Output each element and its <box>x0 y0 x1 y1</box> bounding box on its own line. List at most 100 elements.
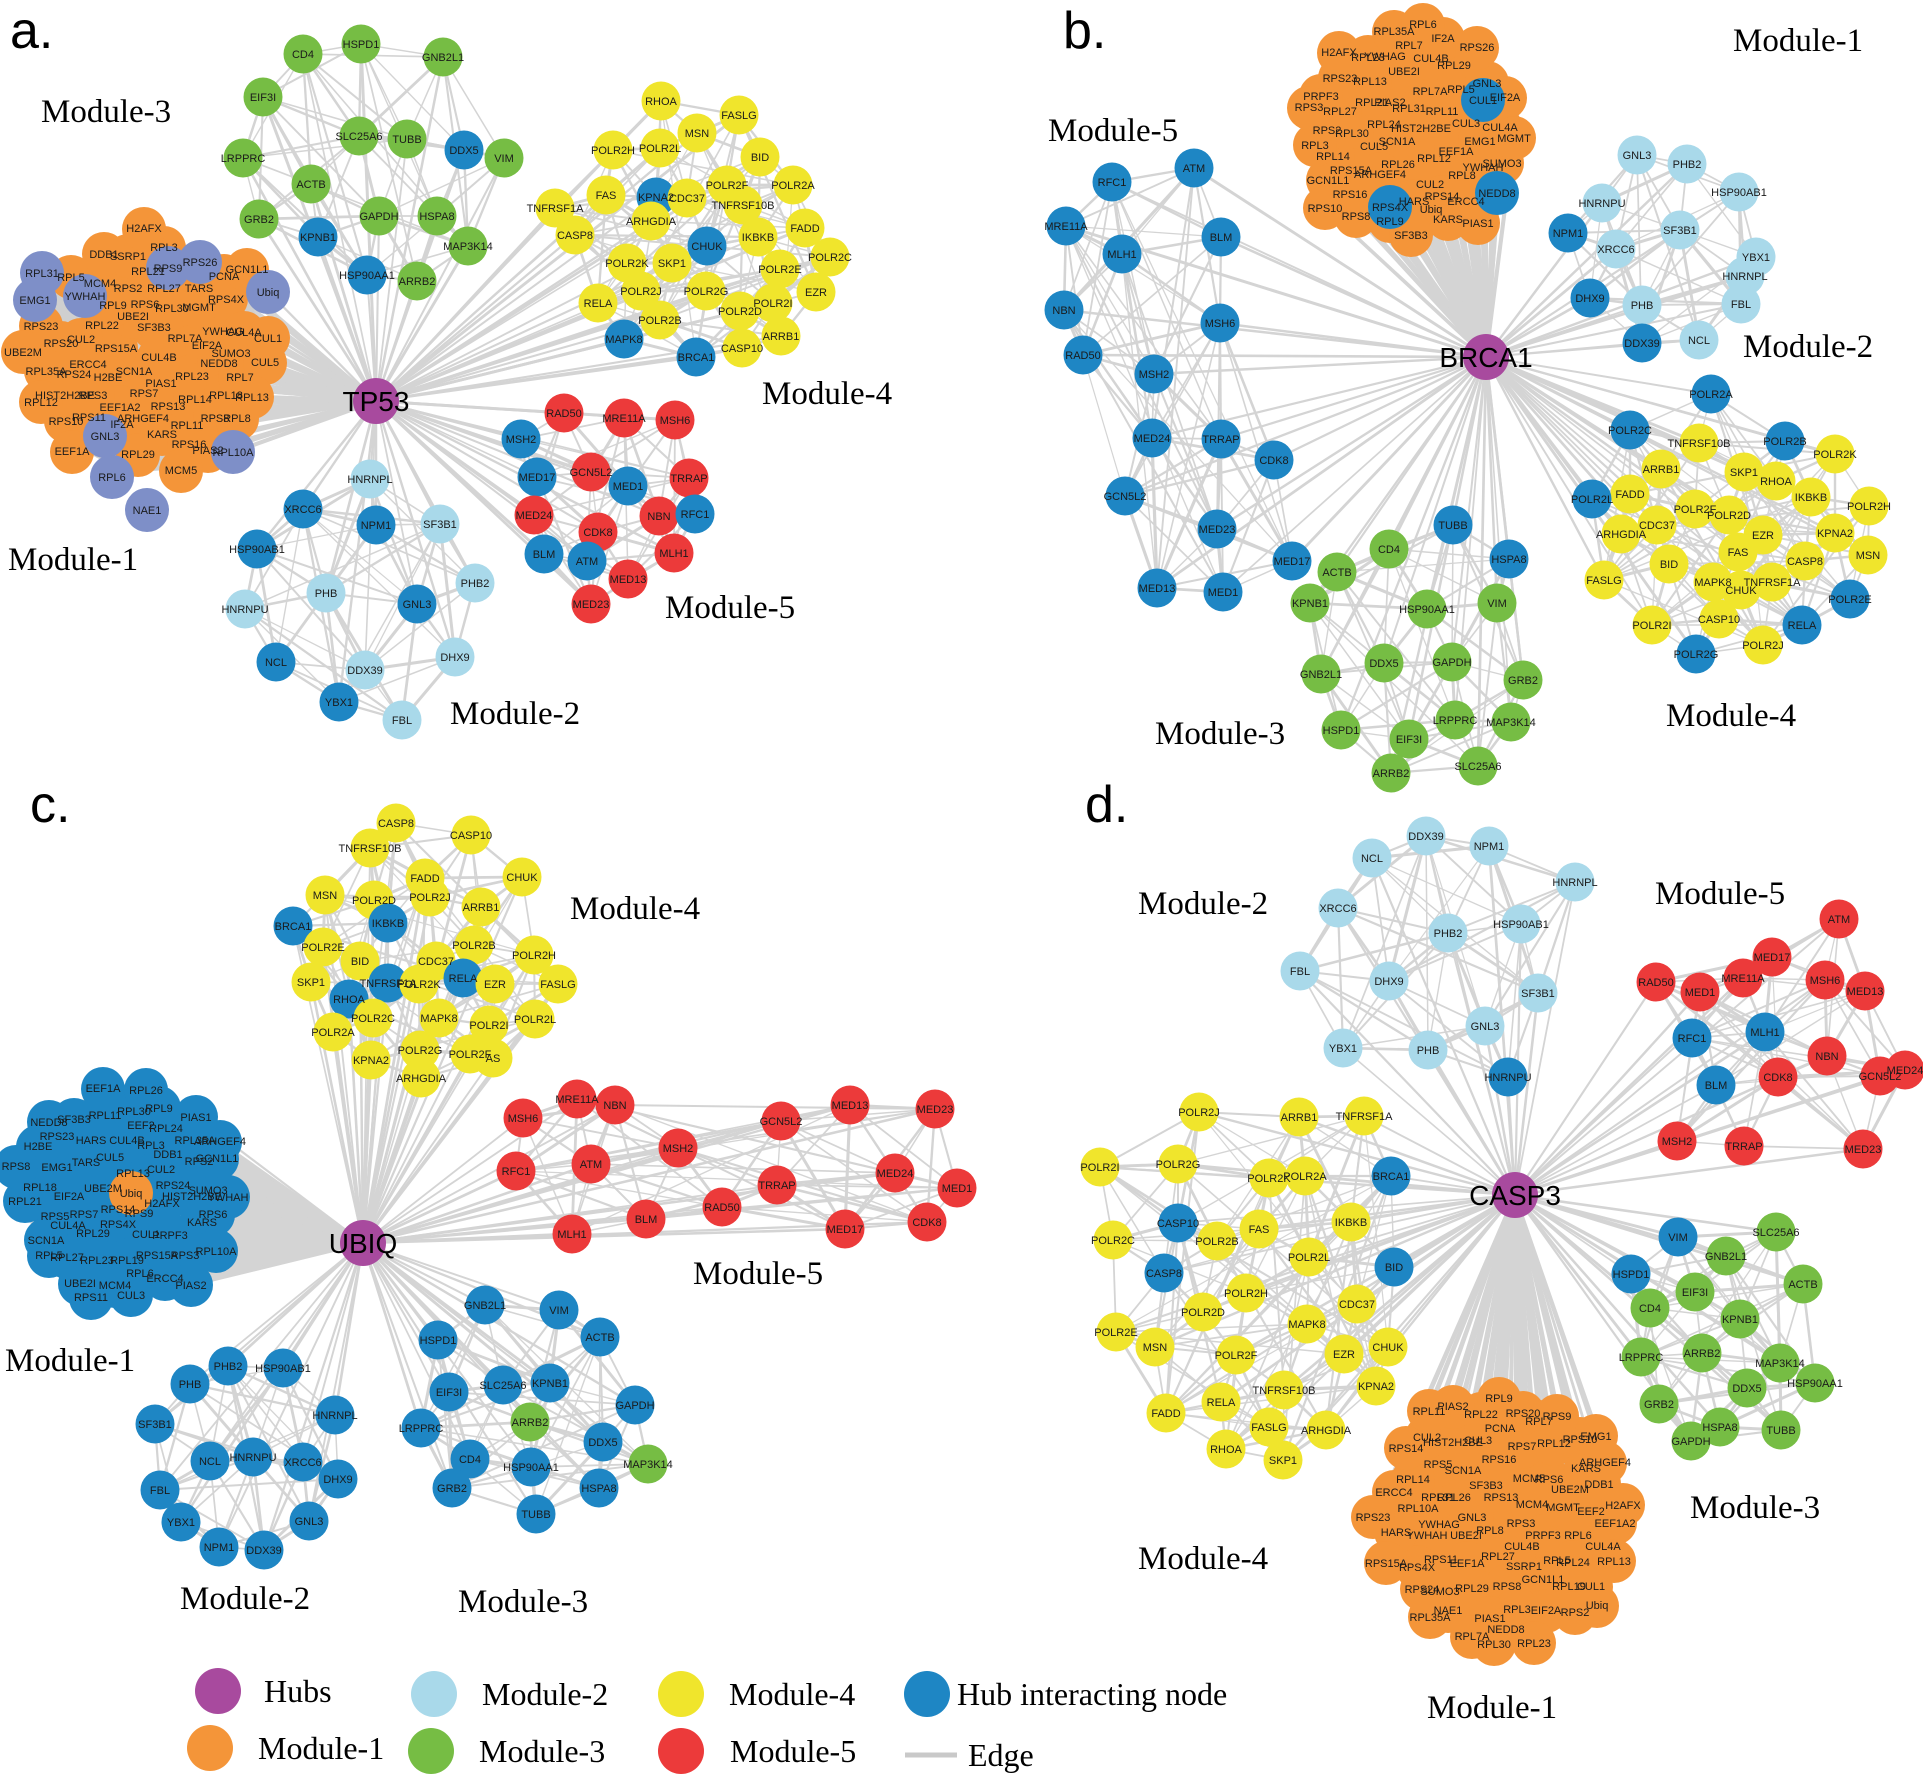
svg-text:RFC1: RFC1 <box>1678 1033 1707 1045</box>
svg-text:RPL35A: RPL35A <box>26 366 68 378</box>
svg-text:Module-4: Module-4 <box>570 891 700 927</box>
svg-text:RPS5: RPS5 <box>1424 1459 1453 1471</box>
svg-text:HARS: HARS <box>1381 1527 1412 1539</box>
svg-text:NEDD8: NEDD8 <box>1487 1624 1524 1636</box>
svg-text:GNB2L1: GNB2L1 <box>1705 1251 1747 1263</box>
svg-text:SUMO3: SUMO3 <box>1482 158 1521 170</box>
svg-text:RPS10: RPS10 <box>49 416 84 428</box>
svg-text:RAD50: RAD50 <box>1638 977 1673 989</box>
svg-text:RPL31: RPL31 <box>25 268 59 280</box>
svg-text:POLR2L: POLR2L <box>639 143 681 155</box>
svg-text:Module-4: Module-4 <box>729 1676 855 1712</box>
svg-text:Edge: Edge <box>968 1737 1034 1773</box>
svg-text:Module-5: Module-5 <box>1048 113 1178 149</box>
svg-text:Module-4: Module-4 <box>1666 698 1796 734</box>
svg-text:BLM: BLM <box>1705 1080 1728 1092</box>
svg-text:MLH1: MLH1 <box>557 1229 586 1241</box>
svg-text:RPL19: RPL19 <box>1552 1581 1586 1593</box>
svg-text:RPL14: RPL14 <box>1316 151 1350 163</box>
svg-text:POLR2B: POLR2B <box>638 315 681 327</box>
svg-text:RPL7: RPL7 <box>226 372 254 384</box>
svg-text:HSP90AA1: HSP90AA1 <box>339 270 395 282</box>
svg-text:FAS: FAS <box>596 190 617 202</box>
svg-text:PHB: PHB <box>179 1379 202 1391</box>
svg-text:TP53: TP53 <box>343 386 410 417</box>
svg-text:TNFRSF10B: TNFRSF10B <box>339 843 402 855</box>
svg-text:MGMT: MGMT <box>182 302 216 314</box>
svg-text:FBL: FBL <box>1290 966 1310 978</box>
svg-text:CUL4B: CUL4B <box>109 1135 144 1147</box>
svg-text:POLR2D: POLR2D <box>1707 510 1751 522</box>
svg-text:FBL: FBL <box>392 715 412 727</box>
svg-text:NBN: NBN <box>1052 305 1075 317</box>
svg-text:KPNB1: KPNB1 <box>1722 1314 1758 1326</box>
svg-text:FBL: FBL <box>150 1485 170 1497</box>
svg-text:RPL9: RPL9 <box>1376 216 1404 228</box>
svg-text:XRCC6: XRCC6 <box>284 504 321 516</box>
svg-text:TUBB: TUBB <box>392 134 421 146</box>
svg-text:GRB2: GRB2 <box>1508 675 1538 687</box>
svg-text:POLR2G: POLR2G <box>398 1045 443 1057</box>
svg-text:POLR2A: POLR2A <box>1283 1171 1327 1183</box>
svg-text:RPL3: RPL3 <box>137 1140 165 1152</box>
svg-text:GCN5L2: GCN5L2 <box>1104 491 1147 503</box>
svg-text:EEF2: EEF2 <box>1577 1506 1605 1518</box>
svg-text:POLR2F: POLR2F <box>449 1049 492 1061</box>
svg-text:GNL3: GNL3 <box>1458 1512 1487 1524</box>
svg-text:ARRB1: ARRB1 <box>1643 464 1680 476</box>
svg-text:BLM: BLM <box>635 1214 658 1226</box>
svg-text:RPL10A: RPL10A <box>196 1246 238 1258</box>
svg-text:KPNA2: KPNA2 <box>638 192 674 204</box>
svg-text:XRCC6: XRCC6 <box>1319 903 1356 915</box>
svg-text:CDC37: CDC37 <box>418 956 454 968</box>
svg-text:RFC1: RFC1 <box>681 509 710 521</box>
svg-text:RPL30: RPL30 <box>117 1106 151 1118</box>
svg-text:RPL23: RPL23 <box>1517 1638 1551 1650</box>
svg-text:MLH1: MLH1 <box>1750 1027 1779 1039</box>
svg-text:YWHAG: YWHAG <box>1364 51 1406 63</box>
svg-text:SUMO3: SUMO3 <box>1420 1586 1459 1598</box>
svg-text:RPL31: RPL31 <box>1392 103 1426 115</box>
svg-text:ARHGEF4: ARHGEF4 <box>1579 1457 1631 1469</box>
svg-text:ACTB: ACTB <box>296 179 325 191</box>
svg-text:HIST2H2BE: HIST2H2BE <box>35 390 95 402</box>
svg-text:RPL24: RPL24 <box>149 1123 183 1135</box>
svg-text:RPL13: RPL13 <box>235 392 269 404</box>
svg-text:YWHAG: YWHAG <box>202 326 244 338</box>
svg-text:UBE2M: UBE2M <box>4 347 42 359</box>
svg-text:RPL35A: RPL35A <box>1374 26 1416 38</box>
svg-text:RPL10A: RPL10A <box>1398 1503 1440 1515</box>
svg-text:RHOA: RHOA <box>645 96 677 108</box>
svg-text:MSN: MSN <box>313 890 338 902</box>
svg-text:NCL: NCL <box>199 1456 221 1468</box>
svg-text:POLR2I: POLR2I <box>1632 620 1671 632</box>
svg-text:RPL13: RPL13 <box>116 1168 150 1180</box>
svg-text:HSPD1: HSPD1 <box>1323 725 1360 737</box>
svg-text:RPS23: RPS23 <box>40 1131 75 1143</box>
svg-text:RPL26: RPL26 <box>1437 1492 1471 1504</box>
svg-text:PRPF3: PRPF3 <box>1525 1530 1560 1542</box>
svg-text:GNL3: GNL3 <box>91 431 120 443</box>
svg-text:MAPK8: MAPK8 <box>420 1013 457 1025</box>
svg-text:GCN5L2: GCN5L2 <box>570 467 613 479</box>
svg-text:MCM4: MCM4 <box>99 1280 131 1292</box>
svg-text:MED23: MED23 <box>573 599 610 611</box>
svg-text:POLR2F: POLR2F <box>706 180 749 192</box>
svg-text:DDX5: DDX5 <box>1369 658 1398 670</box>
svg-text:POLR2E: POLR2E <box>301 942 344 954</box>
svg-text:SCN1A: SCN1A <box>1445 1465 1482 1477</box>
svg-text:HSPA8: HSPA8 <box>419 211 454 223</box>
svg-text:Ubiq: Ubiq <box>257 287 280 299</box>
svg-text:POLR2K: POLR2K <box>1813 449 1857 461</box>
svg-text:YBX1: YBX1 <box>167 1517 195 1529</box>
svg-text:RPS9: RPS9 <box>125 1208 154 1220</box>
svg-text:NCL: NCL <box>1688 335 1710 347</box>
svg-text:SCN1A: SCN1A <box>1379 136 1416 148</box>
svg-text:EMG1: EMG1 <box>1580 1431 1611 1443</box>
svg-text:POLR2G: POLR2G <box>1674 649 1719 661</box>
svg-text:HARS: HARS <box>1399 196 1430 208</box>
svg-text:MSH6: MSH6 <box>508 1113 539 1125</box>
svg-text:SCN1A: SCN1A <box>116 366 153 378</box>
svg-text:RPS4X: RPS4X <box>100 1219 137 1231</box>
svg-text:KPNA2: KPNA2 <box>353 1055 389 1067</box>
